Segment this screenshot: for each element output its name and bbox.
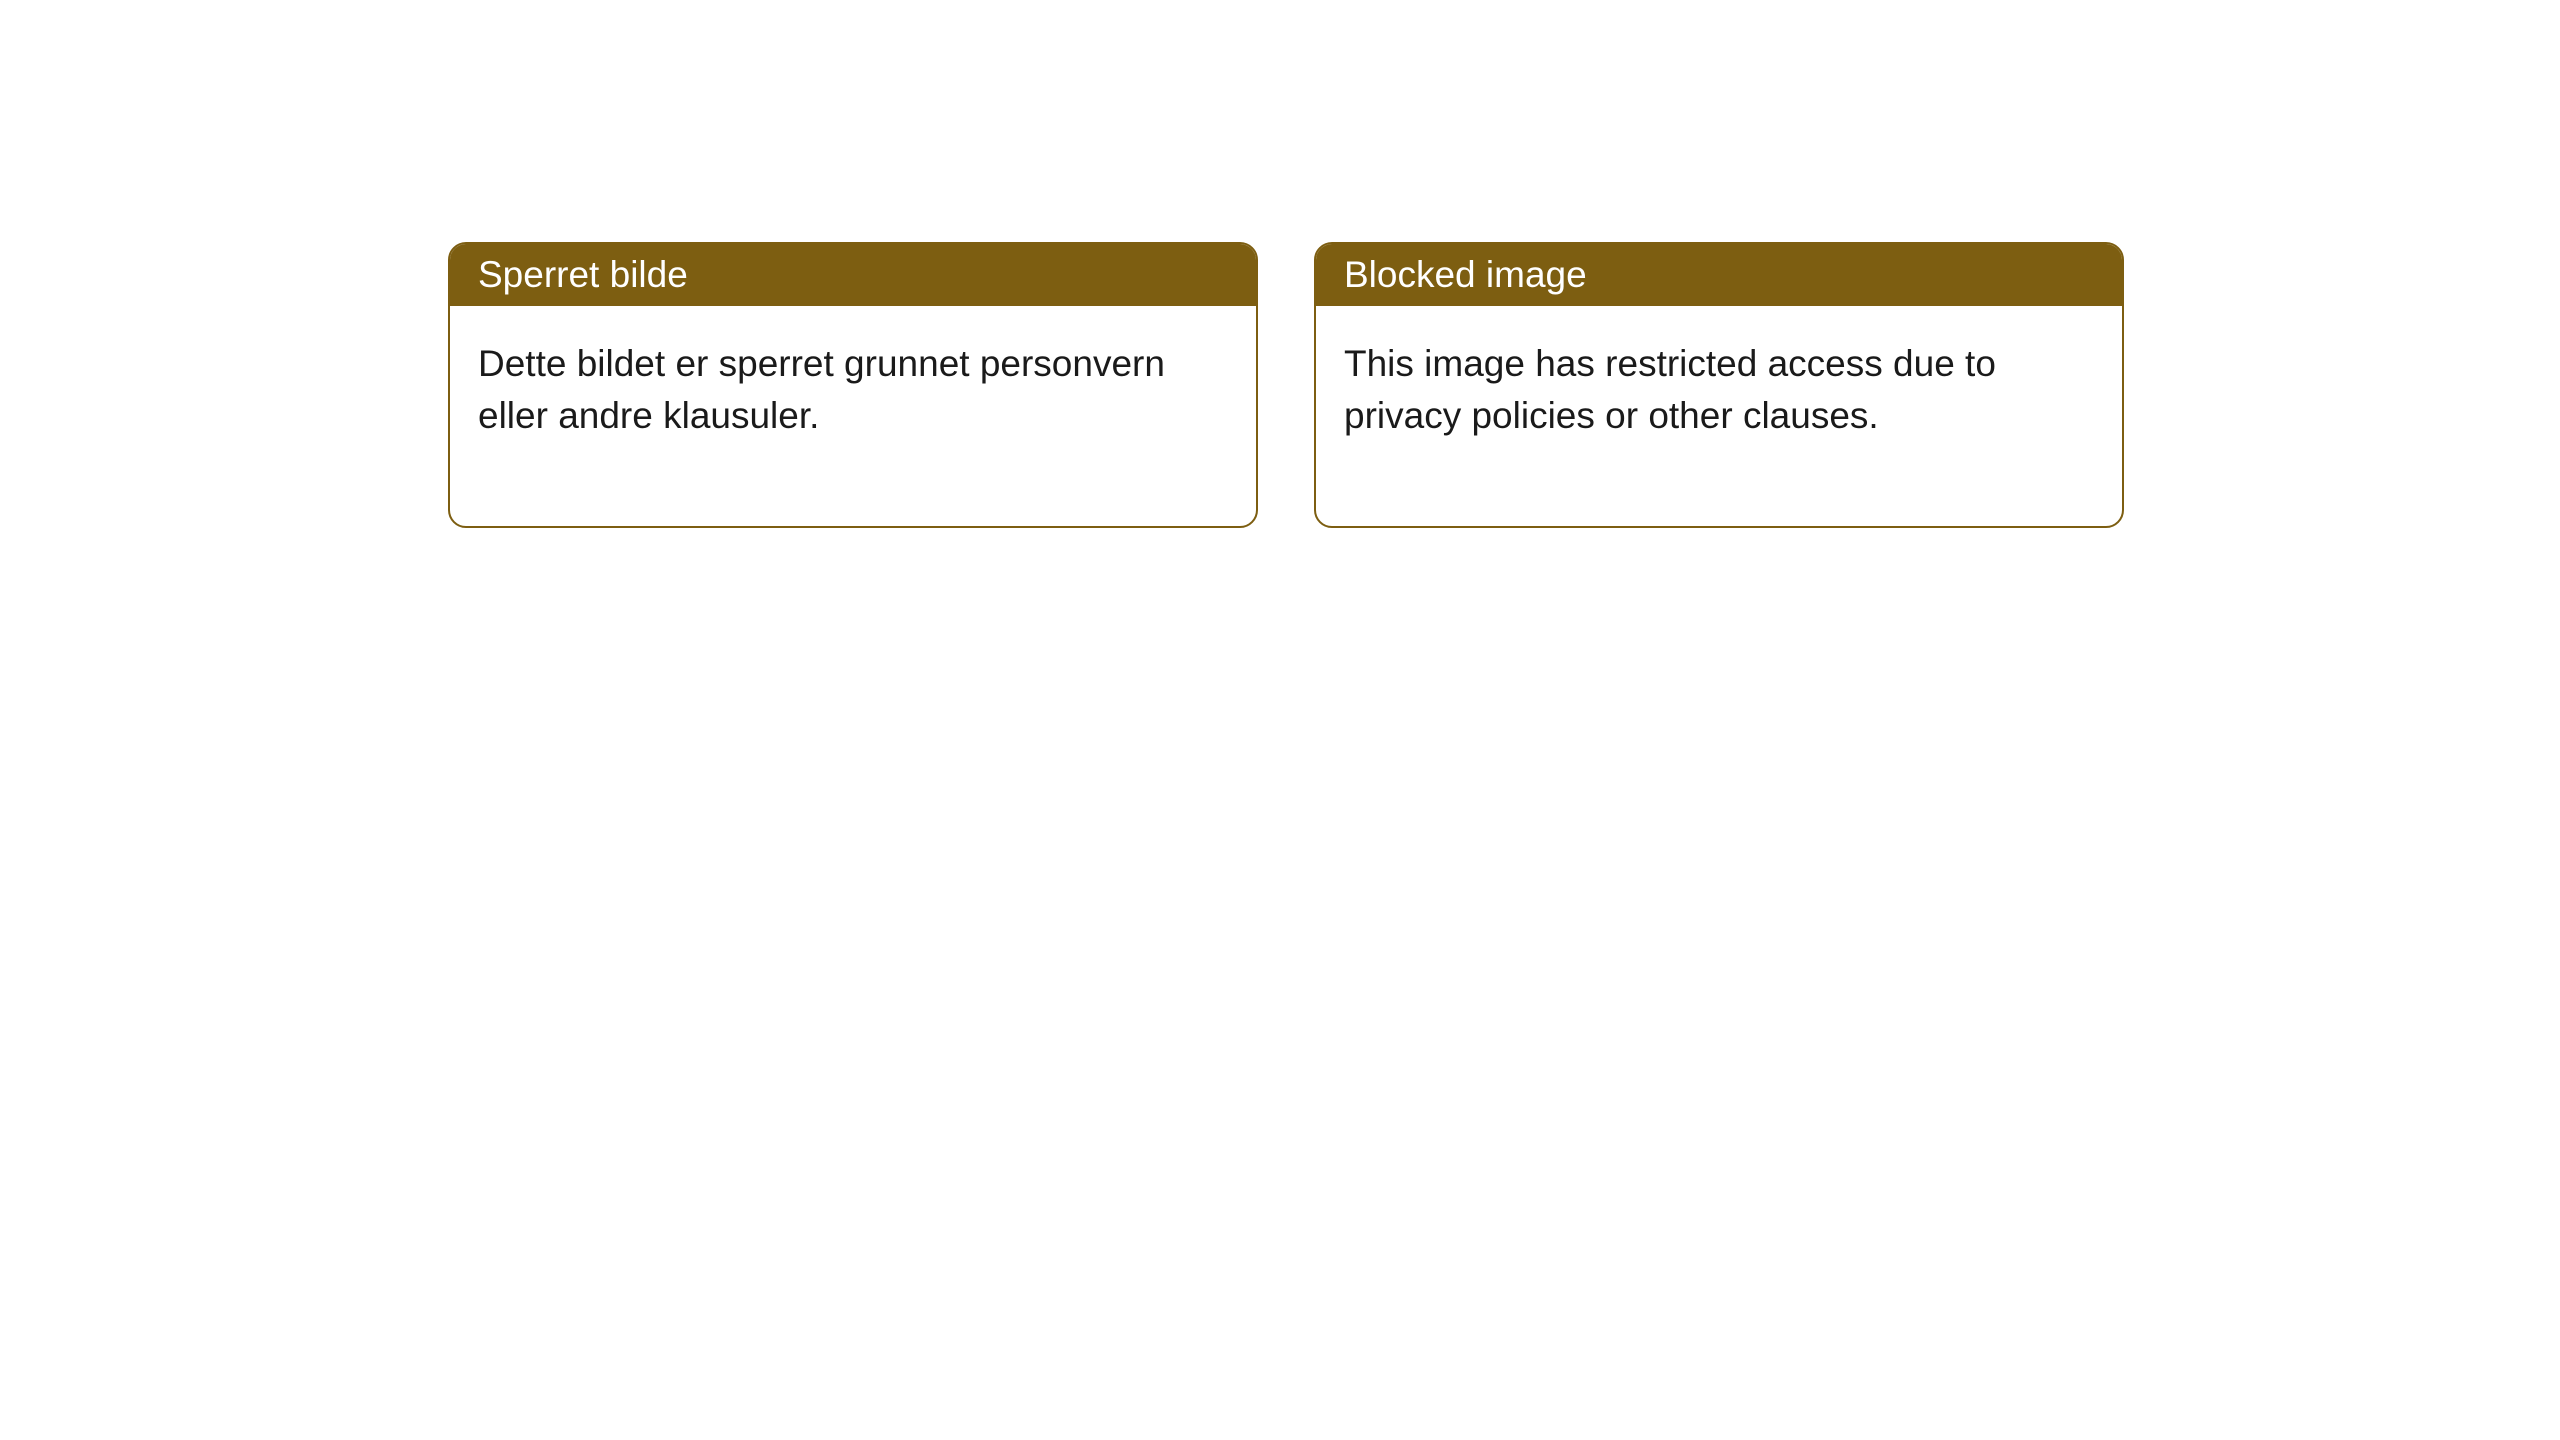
card-header: Blocked image [1316, 244, 2122, 306]
card-body-text: Dette bildet er sperret grunnet personve… [478, 343, 1165, 436]
notice-card-english: Blocked image This image has restricted … [1314, 242, 2124, 528]
card-body: Dette bildet er sperret grunnet personve… [450, 306, 1256, 526]
card-header: Sperret bilde [450, 244, 1256, 306]
notice-container: Sperret bilde Dette bildet er sperret gr… [0, 0, 2560, 528]
card-title: Sperret bilde [478, 254, 688, 295]
card-body-text: This image has restricted access due to … [1344, 343, 1996, 436]
card-title: Blocked image [1344, 254, 1587, 295]
card-body: This image has restricted access due to … [1316, 306, 2122, 526]
notice-card-norwegian: Sperret bilde Dette bildet er sperret gr… [448, 242, 1258, 528]
